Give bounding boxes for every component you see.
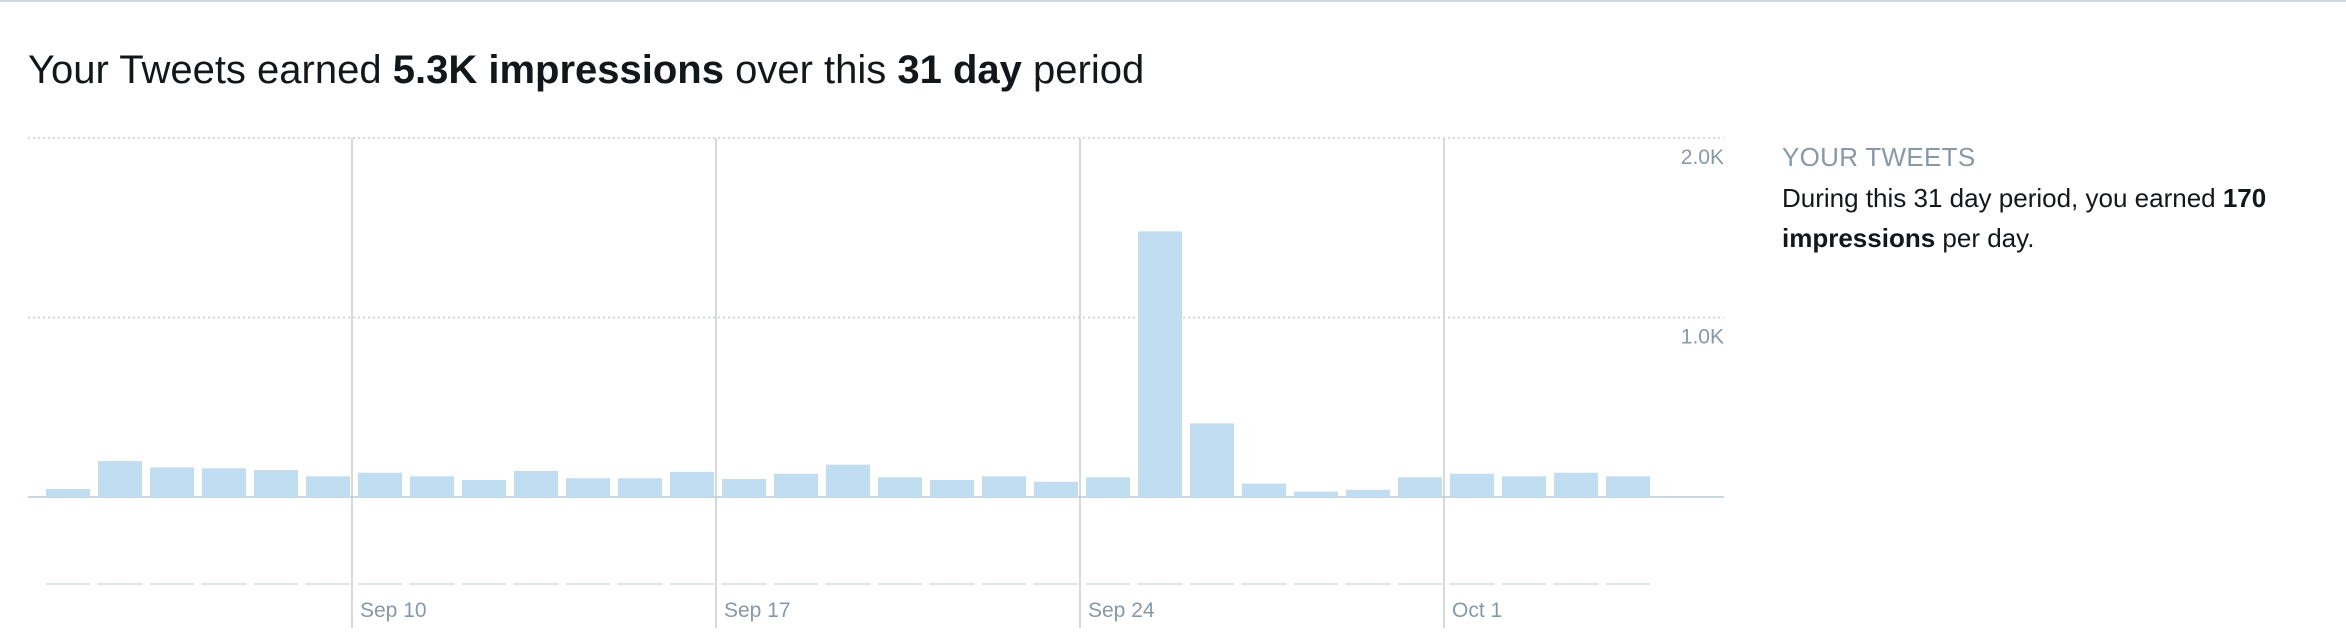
impressions-bar[interactable] [254, 470, 298, 497]
impressions-bar[interactable] [1086, 477, 1130, 497]
impressions-bar[interactable] [1034, 481, 1078, 497]
impressions-bar[interactable] [566, 478, 610, 497]
impressions-bar[interactable] [98, 461, 142, 497]
impressions-bar[interactable] [722, 479, 766, 497]
page-headline: Your Tweets earned 5.3K impressions over… [28, 46, 1144, 94]
your-tweets-label: YOUR TWEETS [1782, 142, 1976, 172]
impressions-bar[interactable] [462, 479, 506, 497]
impressions-bar[interactable] [1346, 489, 1390, 497]
impressions-bar[interactable] [826, 464, 870, 497]
impressions-bar[interactable] [1138, 231, 1182, 497]
desc-text-before: During this 31 day period, you earned [1782, 183, 2223, 213]
impressions-bar[interactable] [618, 478, 662, 497]
impressions-bar[interactable] [358, 472, 402, 497]
headline-impressions: 5.3K impressions [392, 48, 724, 92]
impressions-bar[interactable] [514, 470, 558, 497]
your-tweets-description: During this 31 day period, you earned 17… [1782, 178, 2322, 258]
impressions-bar[interactable] [410, 476, 454, 497]
headline-prefix: Your Tweets earned [28, 48, 393, 92]
x-tick-label: Sep 17 [724, 599, 791, 622]
headline-middle: over this [723, 48, 898, 92]
impressions-bar[interactable] [1502, 476, 1546, 497]
top-border [0, 0, 2346, 2]
y-tick-label: 1.0K [1681, 326, 1724, 349]
ticks-layer: 1.0K 2.0K Sep 10 Sep 17 Sep 24 Oct 1 [360, 146, 1724, 622]
x-tick-label: Oct 1 [1452, 599, 1502, 622]
impressions-bar[interactable] [878, 477, 922, 497]
impressions-bar[interactable] [1398, 477, 1442, 497]
impressions-bar[interactable] [46, 488, 90, 497]
x-tick-label: Sep 24 [1088, 599, 1155, 622]
impressions-bar[interactable] [774, 473, 818, 497]
impressions-bar[interactable] [670, 471, 714, 497]
impressions-bar[interactable] [306, 476, 350, 497]
your-tweets-panel: YOUR TWEETS During this 31 day period, y… [1782, 140, 2322, 258]
impressions-bar[interactable] [1554, 472, 1598, 497]
impressions-bar[interactable] [1242, 483, 1286, 497]
impressions-bar[interactable] [930, 479, 974, 497]
impressions-bar-chart: 1.0K 2.0K Sep 10 Sep 17 Sep 24 Oct 1 [28, 137, 1724, 628]
impressions-bar[interactable] [982, 476, 1026, 497]
y-tick-label: 2.0K [1681, 146, 1724, 169]
grid-layer [28, 137, 1724, 628]
impressions-bar[interactable] [150, 467, 194, 497]
bars-layer [46, 231, 1650, 585]
x-tick-label: Sep 10 [360, 599, 427, 622]
impressions-bar[interactable] [1294, 491, 1338, 497]
headline-suffix: period [1021, 48, 1145, 92]
impressions-bar[interactable] [202, 468, 246, 497]
headline-period: 31 day [897, 48, 1022, 92]
impressions-bar[interactable] [1450, 473, 1494, 497]
impressions-bar[interactable] [1190, 423, 1234, 497]
desc-text-after: per day. [1935, 223, 2035, 253]
impressions-bar[interactable] [1606, 476, 1650, 497]
desc-bold: 170 impressions [1782, 183, 2267, 253]
